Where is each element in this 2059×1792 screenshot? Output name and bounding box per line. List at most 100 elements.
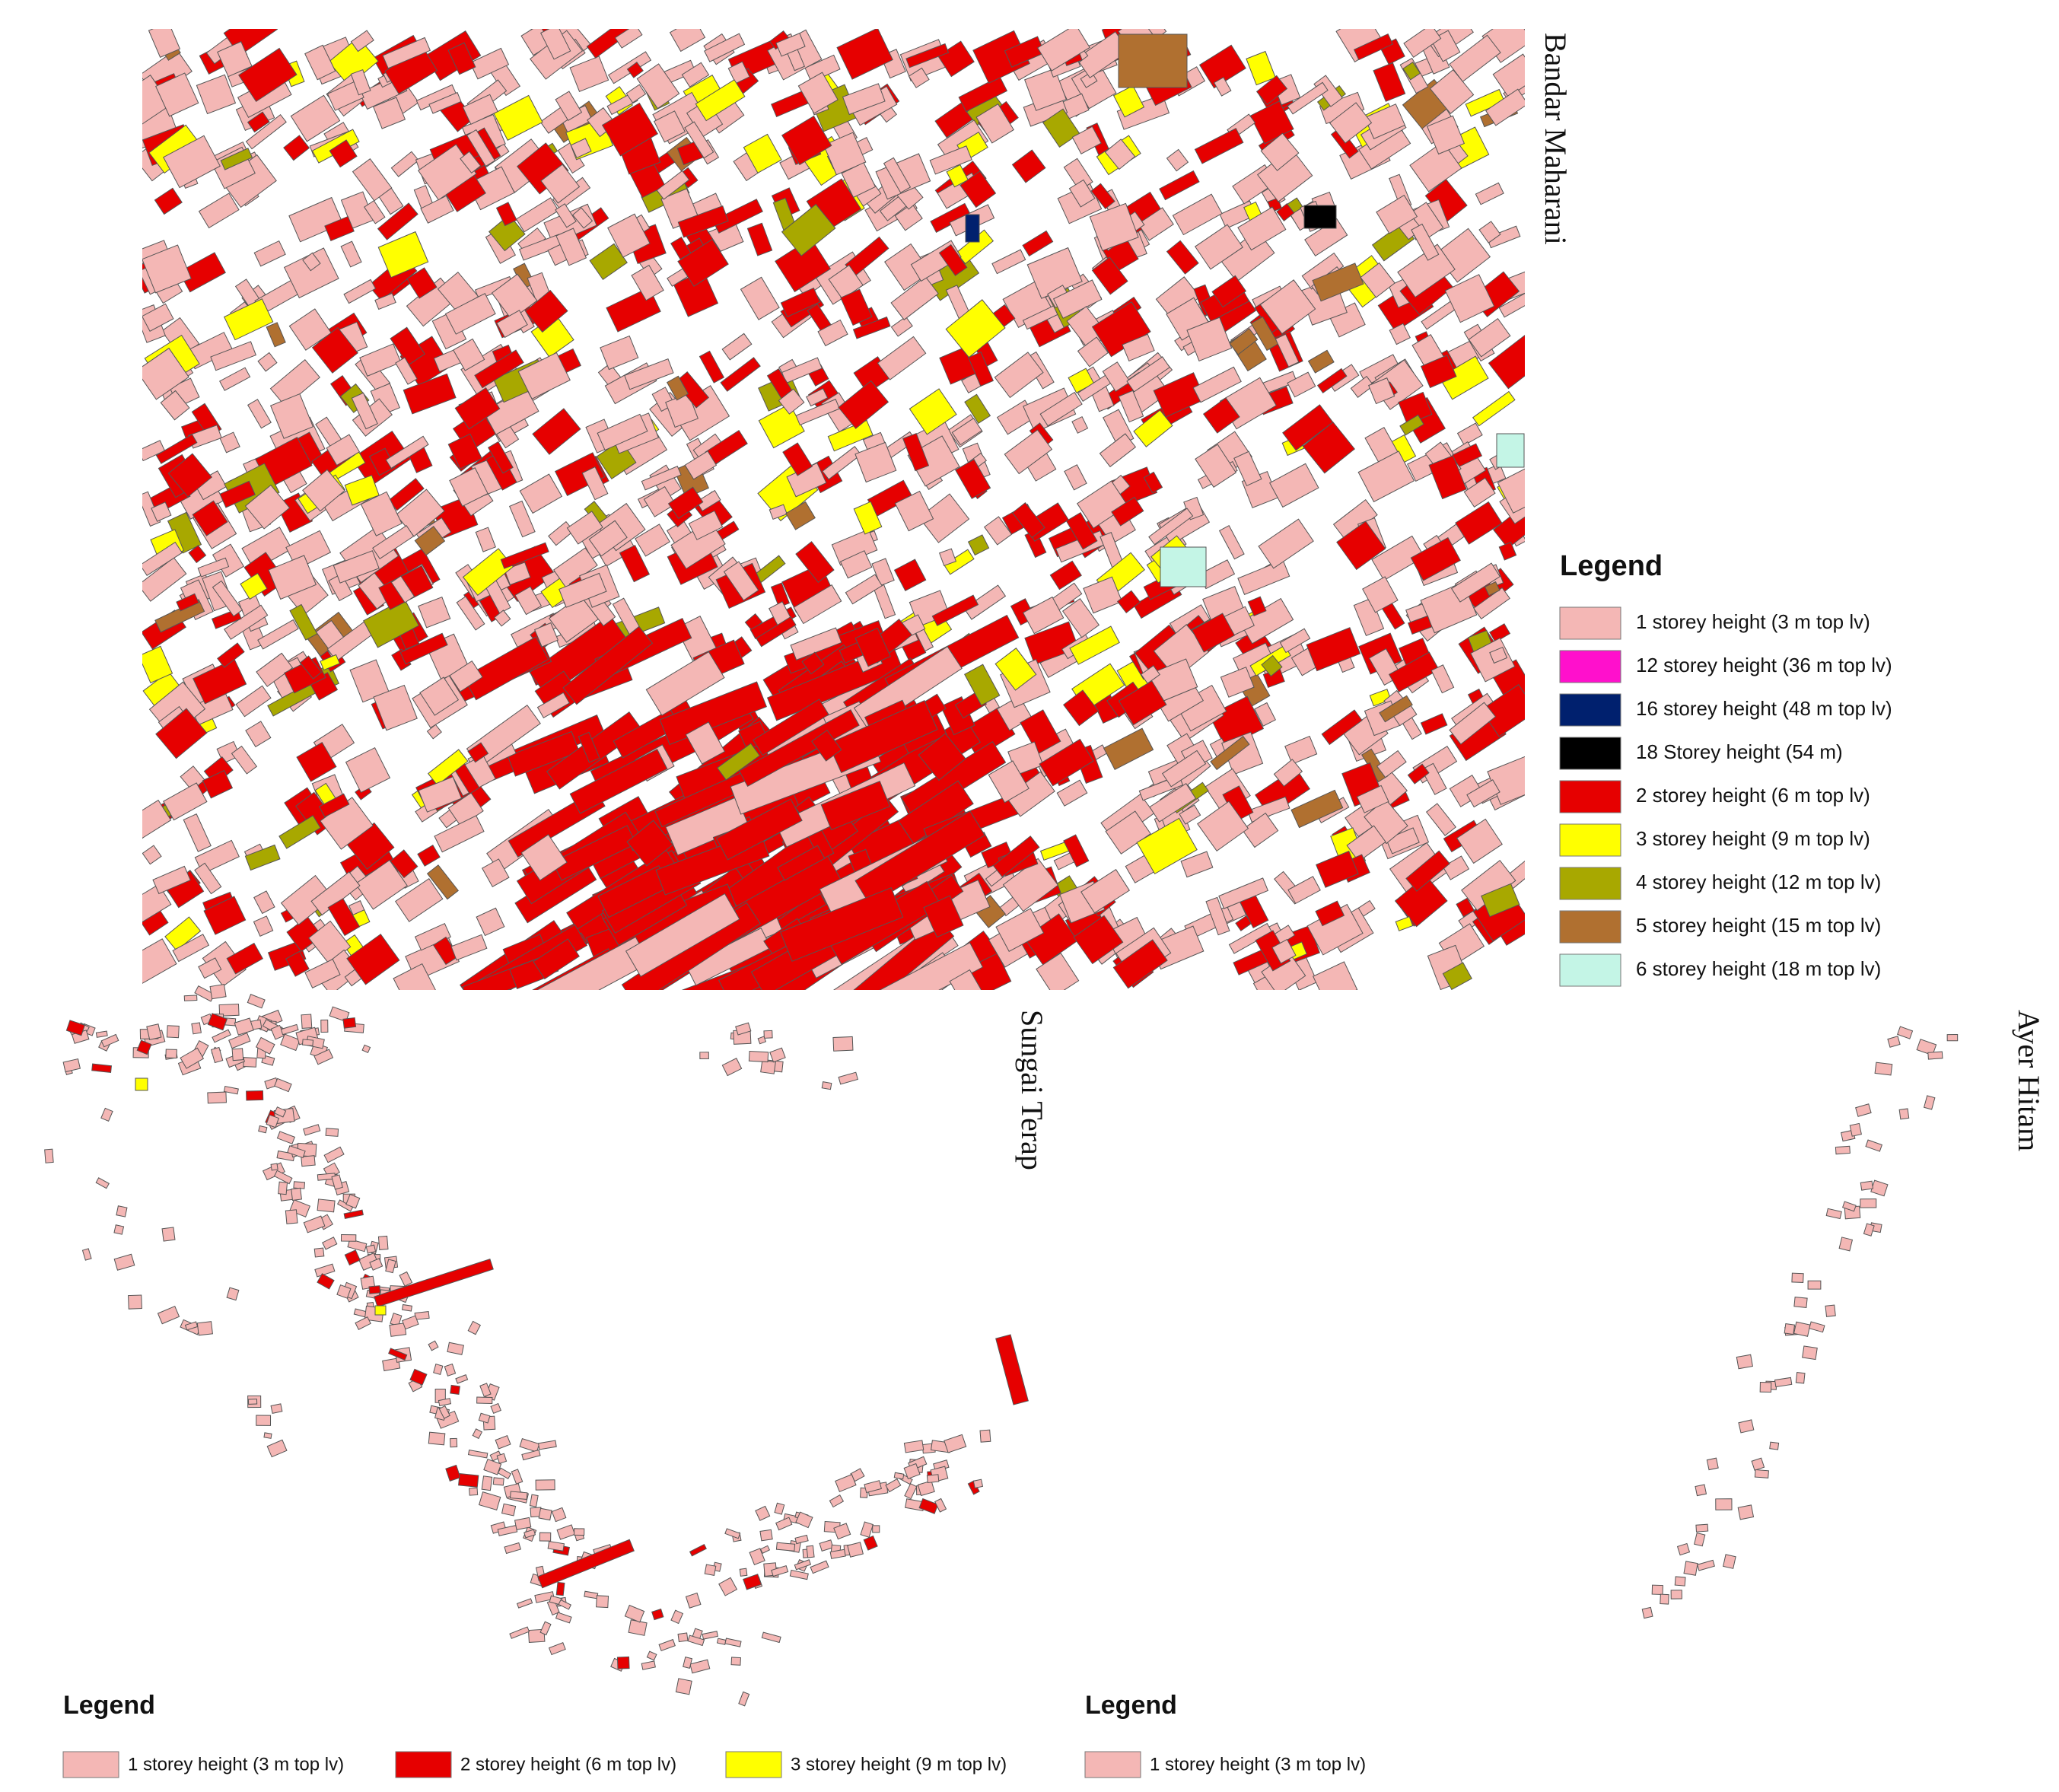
building bbox=[450, 934, 488, 961]
building bbox=[685, 721, 726, 765]
building bbox=[782, 442, 813, 476]
legend-swatch bbox=[1559, 780, 1621, 813]
building bbox=[497, 1525, 518, 1536]
building bbox=[780, 287, 821, 318]
building bbox=[945, 299, 1006, 358]
building bbox=[822, 446, 862, 480]
building bbox=[829, 1494, 845, 1508]
building bbox=[157, 1305, 180, 1325]
building bbox=[821, 1081, 832, 1090]
building bbox=[774, 1502, 785, 1515]
legend-label: 18 Storey height (54 m) bbox=[1636, 740, 1843, 763]
building bbox=[343, 1209, 364, 1219]
building bbox=[1179, 804, 1201, 825]
building bbox=[917, 1480, 935, 1497]
building bbox=[1350, 375, 1374, 398]
building bbox=[245, 721, 272, 748]
building bbox=[1838, 1237, 1854, 1252]
building bbox=[247, 1399, 258, 1405]
building bbox=[95, 1177, 110, 1189]
building bbox=[1498, 541, 1517, 561]
building bbox=[727, 61, 750, 84]
building bbox=[1791, 1272, 1804, 1283]
building bbox=[456, 596, 485, 631]
building bbox=[100, 1107, 113, 1122]
building bbox=[1842, 1201, 1857, 1212]
building bbox=[44, 1148, 54, 1163]
building bbox=[390, 326, 425, 366]
building bbox=[760, 1059, 776, 1074]
building bbox=[1039, 391, 1083, 427]
building bbox=[520, 834, 568, 881]
building bbox=[1112, 84, 1145, 118]
building bbox=[1313, 961, 1358, 990]
building bbox=[1923, 1095, 1936, 1110]
building bbox=[142, 645, 173, 684]
building bbox=[757, 1036, 767, 1045]
building bbox=[1022, 596, 1065, 635]
building bbox=[1254, 702, 1276, 727]
building bbox=[979, 1429, 991, 1443]
building bbox=[286, 916, 323, 953]
building bbox=[586, 29, 634, 59]
building bbox=[994, 648, 1037, 691]
building bbox=[775, 33, 806, 57]
building bbox=[1273, 759, 1303, 787]
building bbox=[1475, 182, 1504, 205]
building bbox=[894, 203, 923, 231]
building bbox=[806, 1545, 815, 1558]
building bbox=[1706, 1457, 1719, 1471]
building bbox=[1329, 102, 1373, 144]
building bbox=[460, 151, 482, 173]
building bbox=[1371, 535, 1425, 581]
building bbox=[1946, 1034, 1959, 1042]
building bbox=[184, 1321, 199, 1331]
building bbox=[113, 1224, 125, 1235]
legend-swatch bbox=[1559, 606, 1621, 640]
building bbox=[1825, 1304, 1836, 1317]
building bbox=[1307, 349, 1335, 374]
building bbox=[683, 1657, 693, 1669]
building bbox=[136, 1039, 152, 1055]
building bbox=[1275, 333, 1300, 368]
building bbox=[677, 205, 729, 238]
building bbox=[839, 550, 873, 579]
legend-label: 1 storey height (3 m top lv) bbox=[1636, 610, 1870, 633]
building bbox=[607, 213, 651, 258]
building bbox=[827, 419, 874, 452]
legend-swatch bbox=[1559, 737, 1621, 770]
building bbox=[352, 158, 393, 202]
building bbox=[155, 708, 208, 759]
building bbox=[447, 1342, 464, 1355]
building bbox=[355, 859, 408, 910]
building bbox=[845, 574, 883, 605]
building bbox=[1409, 141, 1462, 193]
building bbox=[219, 431, 240, 454]
building bbox=[270, 1163, 278, 1171]
building bbox=[1312, 263, 1364, 302]
building bbox=[1011, 149, 1046, 183]
building bbox=[1793, 1296, 1808, 1308]
building bbox=[955, 459, 991, 499]
building bbox=[777, 845, 826, 881]
building bbox=[1674, 1576, 1686, 1587]
building bbox=[1488, 333, 1525, 390]
building bbox=[444, 293, 496, 335]
building bbox=[1194, 224, 1243, 270]
building bbox=[497, 1467, 512, 1480]
building bbox=[548, 520, 574, 546]
building bbox=[283, 247, 339, 299]
building bbox=[458, 1473, 479, 1488]
building bbox=[418, 776, 463, 813]
building bbox=[113, 1253, 135, 1271]
building bbox=[944, 549, 975, 575]
building bbox=[217, 642, 245, 668]
building bbox=[1736, 1354, 1753, 1370]
building bbox=[285, 950, 310, 977]
building bbox=[314, 1263, 336, 1278]
building bbox=[165, 1049, 177, 1059]
building bbox=[817, 319, 848, 347]
building bbox=[491, 273, 538, 320]
building bbox=[789, 1569, 809, 1580]
building bbox=[509, 1491, 528, 1500]
